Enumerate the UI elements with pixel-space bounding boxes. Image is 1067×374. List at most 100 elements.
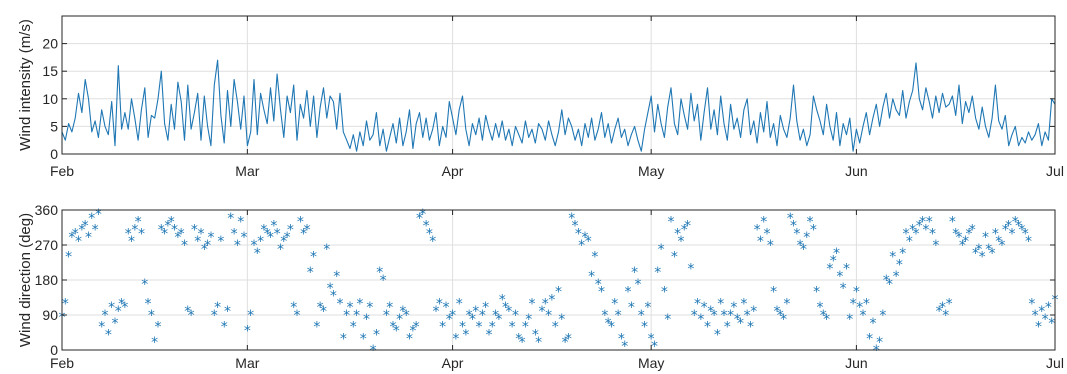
wind-direction-point: * xyxy=(234,238,241,254)
wind-direction-point: * xyxy=(98,320,105,336)
wind-direction-point: * xyxy=(323,242,330,258)
wind-direction-point: * xyxy=(668,215,675,231)
wind-direction-point: * xyxy=(962,234,969,250)
wind-direction-point: * xyxy=(85,230,92,246)
wind-direction-point: * xyxy=(545,308,552,324)
wind-direction-point: * xyxy=(654,265,661,281)
wind-intensity-chart: 0 5 10 15 20 Feb Mar Apr May Jun Jul Wind intensity… xyxy=(17,15,1064,179)
wind-direction-point: * xyxy=(939,300,946,316)
wind-direction-point: * xyxy=(519,335,526,351)
wind-direction-point: * xyxy=(171,222,178,238)
x-tick-label: Feb xyxy=(50,163,74,179)
wind-direction-point: * xyxy=(843,261,850,277)
wind-direction-point: * xyxy=(509,320,516,336)
wind-direction-point: * xyxy=(959,238,966,254)
wind-direction-point: * xyxy=(320,304,327,320)
wind-direction-point: * xyxy=(585,234,592,250)
wind-direction-point: * xyxy=(1038,304,1045,320)
wind-direction-point: * xyxy=(118,296,125,312)
wind-direction-point: * xyxy=(313,320,320,336)
wind-direction-point: * xyxy=(393,324,400,340)
wind-direction-point: * xyxy=(449,308,456,324)
wind-direction-point: * xyxy=(932,238,939,254)
wind-direction-point: * xyxy=(628,300,635,316)
wind-direction-point: * xyxy=(330,289,337,305)
wind-direction-point: * xyxy=(922,222,929,238)
wind-direction-point: * xyxy=(346,300,353,316)
wind-direction-point: * xyxy=(714,327,721,343)
y-tick-label: 20 xyxy=(42,36,58,52)
wind-direction-point: * xyxy=(856,300,863,316)
wind-direction-point: * xyxy=(899,246,906,262)
wind-direction-point: * xyxy=(145,296,152,312)
wind-direction-point: * xyxy=(979,250,986,266)
wind-direction-point: * xyxy=(456,296,463,312)
wind-direction-point: * xyxy=(287,222,294,238)
wind-direction-point: * xyxy=(75,234,82,250)
wind-direction-point: * xyxy=(274,226,281,242)
wind-direction-point: * xyxy=(783,296,790,312)
wind-direction-point: * xyxy=(231,226,238,242)
wind-direction-point: * xyxy=(128,234,135,250)
x-tick-label: Jul xyxy=(1046,163,1064,179)
wind-direction-point: * xyxy=(863,296,870,312)
wind-direction-point: * xyxy=(538,304,545,320)
wind-direction-point: * xyxy=(499,292,506,308)
wind-direction-point: * xyxy=(909,222,916,238)
y-tick-label: 15 xyxy=(42,63,58,79)
wind-direction-point: * xyxy=(740,296,747,312)
wind-direction-point: * xyxy=(310,250,317,266)
x-tick-label: Apr xyxy=(442,163,464,179)
wind-direction-point: * xyxy=(217,234,224,250)
wind-direction-point: * xyxy=(135,215,142,231)
wind-direction-point: * xyxy=(638,308,645,324)
wind-direction-point: * xyxy=(757,234,764,250)
wind-direction-point: * xyxy=(694,296,701,312)
wind-direction-point: * xyxy=(575,226,582,242)
wind-direction-point: * xyxy=(952,226,959,242)
wind-direction-point: * xyxy=(542,296,549,312)
wind-direction-point: * xyxy=(482,300,489,316)
wind-direction-point: * xyxy=(125,226,132,242)
wind-direction-point: * xyxy=(879,308,886,324)
wind-direction-point: * xyxy=(724,320,731,336)
wind-direction-point: * xyxy=(671,250,678,266)
wind-direction-point: * xyxy=(224,304,231,320)
wind-direction-point: * xyxy=(194,234,201,250)
x-tick-label: Jun xyxy=(845,355,868,371)
x-tick-label: May xyxy=(638,355,664,371)
wind-direction-point: * xyxy=(188,308,195,324)
wind-direction-point: * xyxy=(399,304,406,320)
x-tick-label: Jul xyxy=(1046,355,1064,371)
wind-direction-point: * xyxy=(214,300,221,316)
wind-direction-point: * xyxy=(370,343,377,359)
wind-direction-point: * xyxy=(615,308,622,324)
y-tick-label: 270 xyxy=(35,237,59,253)
x-tick-label: May xyxy=(638,163,664,179)
wind-direction-point: * xyxy=(439,320,446,336)
wind-direction-point: * xyxy=(548,292,555,308)
wind-direction-point: * xyxy=(605,316,612,332)
wind-direction-point: * xyxy=(929,226,936,242)
wind-direction-point: * xyxy=(889,250,896,266)
wind-direction-point: * xyxy=(1002,222,1009,238)
wind-direction-point: * xyxy=(631,265,638,281)
wind-direction-point: * xyxy=(807,215,814,231)
wind-direction-point: * xyxy=(380,273,387,289)
wind-direction-point: * xyxy=(201,242,208,258)
wind-direction-point: * xyxy=(793,226,800,242)
wind-direction-point: * xyxy=(168,215,175,231)
wind-direction-point: * xyxy=(658,242,665,258)
x-tick-label: Feb xyxy=(50,355,74,371)
wind-direction-point: * xyxy=(241,230,248,246)
wind-direction-point: * xyxy=(860,308,867,324)
wind-direction-point: * xyxy=(426,226,433,242)
wind-direction-point: * xyxy=(1015,219,1022,235)
wind-direction-point: * xyxy=(111,316,118,332)
wind-direction-point: * xyxy=(919,215,926,231)
wind-direction-point: * xyxy=(529,296,536,312)
wind-direction-point: * xyxy=(873,343,880,359)
wind-direction-point: * xyxy=(985,242,992,258)
wind-direction-point: * xyxy=(797,238,804,254)
